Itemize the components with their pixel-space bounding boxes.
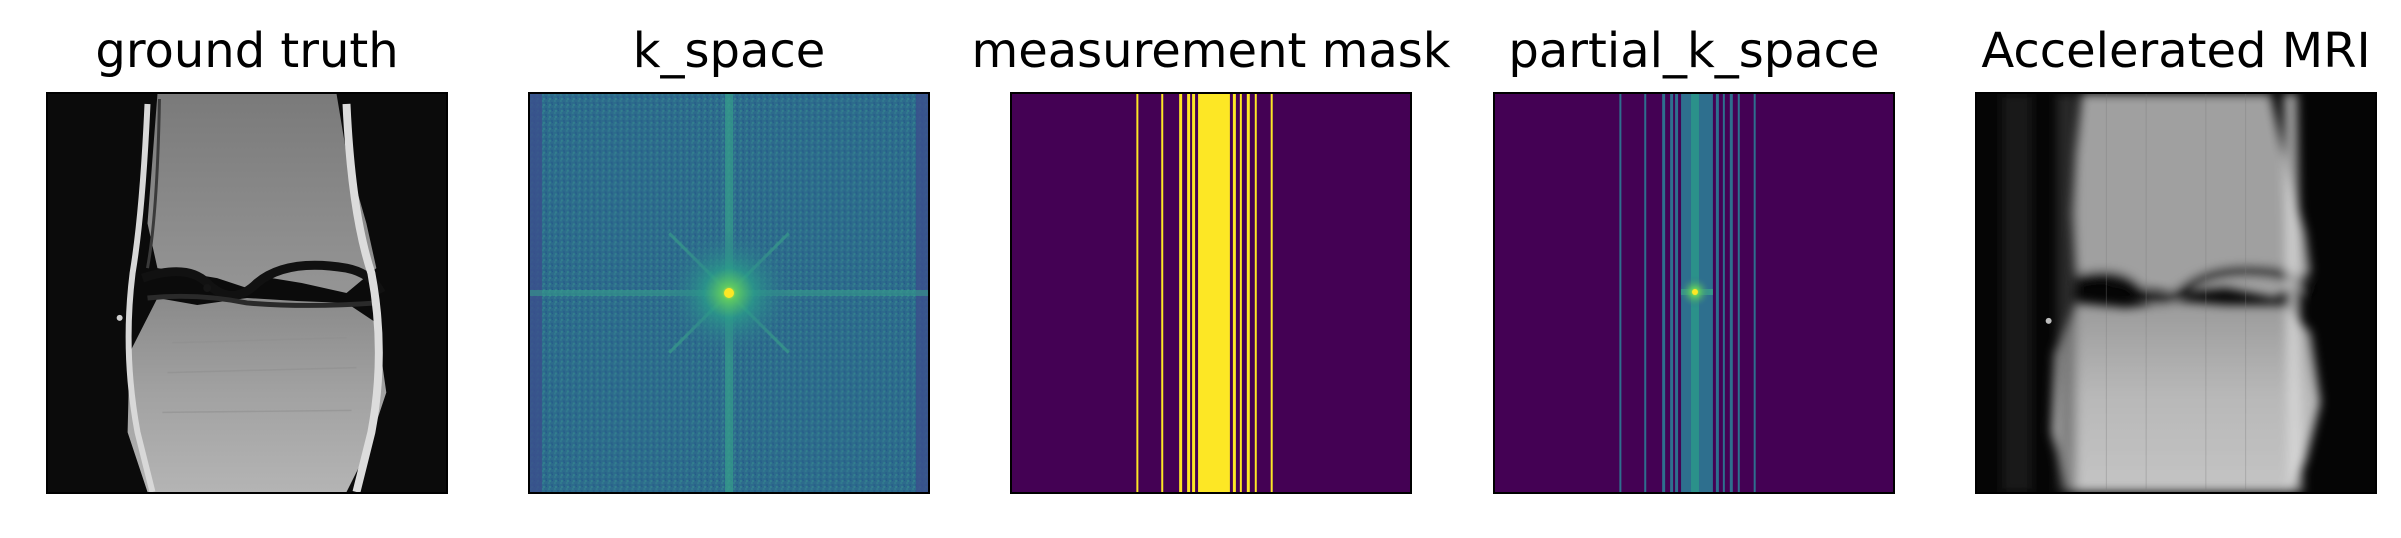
- ground-truth-title: ground truth: [95, 23, 399, 79]
- accelerated-mri-image: [1975, 92, 2377, 494]
- k-space-title: k_space: [632, 23, 826, 79]
- measurement-mask-title: measurement mask: [971, 23, 1451, 79]
- measurement-mask-panel: measurement mask: [971, 0, 1451, 538]
- measurement-mask-image: [1010, 92, 1412, 494]
- ground-truth-image: [46, 92, 448, 494]
- ground-truth-panel: ground truth: [46, 0, 448, 538]
- accelerated-mri-panel: Accelerated MRI: [1975, 0, 2377, 538]
- k-space-image: [528, 92, 930, 494]
- accelerated-mri-title: Accelerated MRI: [1981, 23, 2371, 79]
- partial-k-space-image: [1493, 92, 1895, 494]
- k-space-panel: k_space: [528, 0, 930, 538]
- partial-k-space-panel: partial_k_space: [1493, 0, 1895, 538]
- partial-k-space-title: partial_k_space: [1508, 23, 1880, 79]
